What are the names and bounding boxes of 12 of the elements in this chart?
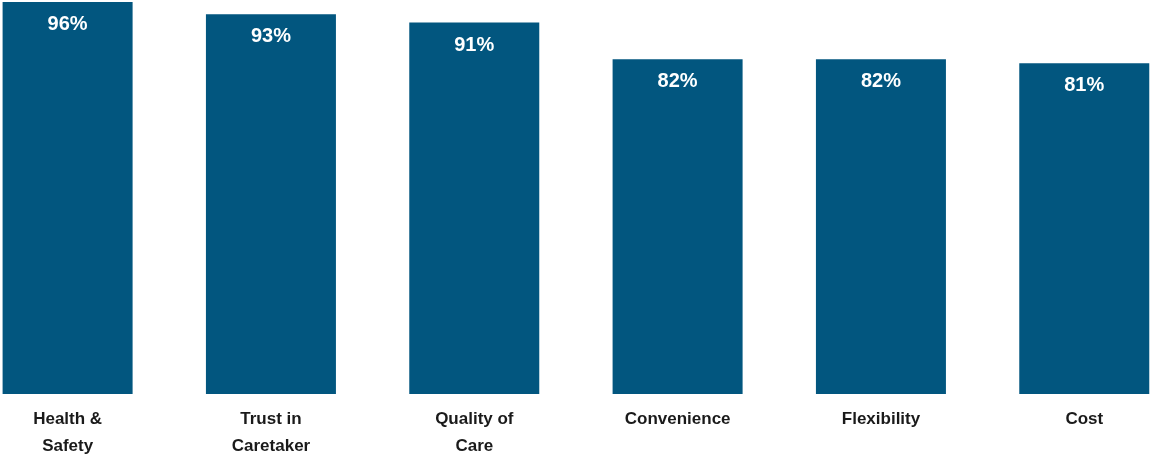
data-label: 91% xyxy=(454,32,495,55)
x-tick-label: Quality of Care xyxy=(435,409,514,455)
x-tick-label: Trust in Caretaker xyxy=(231,409,311,455)
data-label: 96% xyxy=(47,12,88,35)
x-tick-label: Flexibility xyxy=(841,409,921,428)
data-label: 81% xyxy=(1064,73,1105,96)
data-label: 93% xyxy=(250,24,292,47)
data-label: 82% xyxy=(860,69,902,92)
data-label: 82% xyxy=(657,69,698,92)
x-tick-label: Cost xyxy=(1065,409,1104,428)
x-tick-label: Health & Safety xyxy=(33,409,103,455)
x-tick-label: Convenience xyxy=(624,409,731,428)
